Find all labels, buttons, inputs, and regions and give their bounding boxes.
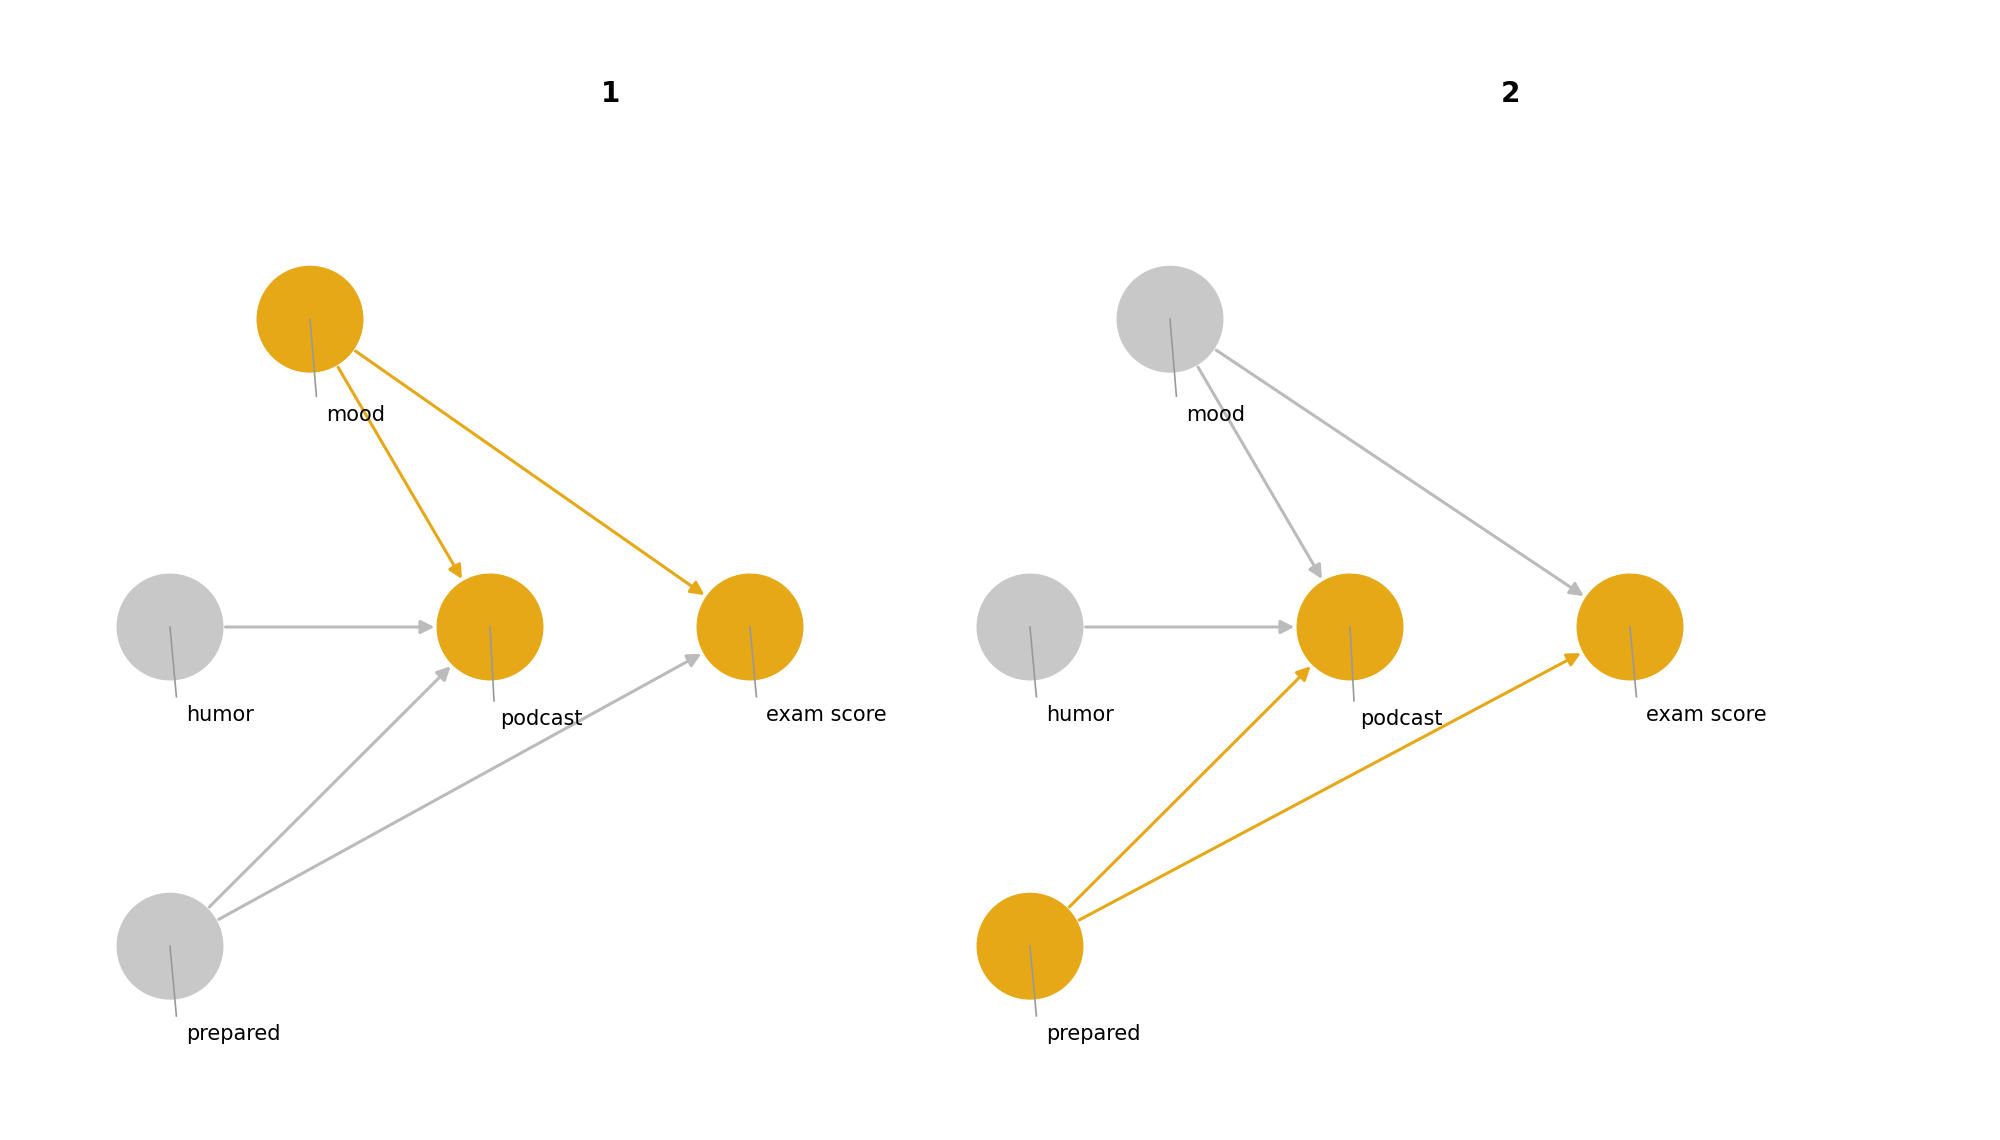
Ellipse shape [118,575,222,679]
Ellipse shape [438,575,542,679]
Ellipse shape [1298,575,1402,679]
Text: 2: 2 [1500,80,1520,108]
Text: prepared: prepared [1046,1024,1140,1044]
Text: humor: humor [1046,705,1114,725]
Text: podcast: podcast [500,709,582,730]
Ellipse shape [1578,575,1682,679]
Text: exam score: exam score [766,705,886,725]
Text: podcast: podcast [1360,709,1442,730]
Text: humor: humor [186,705,254,725]
Ellipse shape [698,575,802,679]
Ellipse shape [258,267,362,372]
Ellipse shape [978,575,1082,679]
Text: mood: mood [326,405,384,425]
Text: exam score: exam score [1646,705,1766,725]
Ellipse shape [118,894,222,999]
Ellipse shape [978,894,1082,999]
Text: 1: 1 [600,80,620,108]
Text: mood: mood [1186,405,1244,425]
Ellipse shape [1118,267,1222,372]
Text: prepared: prepared [186,1024,280,1044]
